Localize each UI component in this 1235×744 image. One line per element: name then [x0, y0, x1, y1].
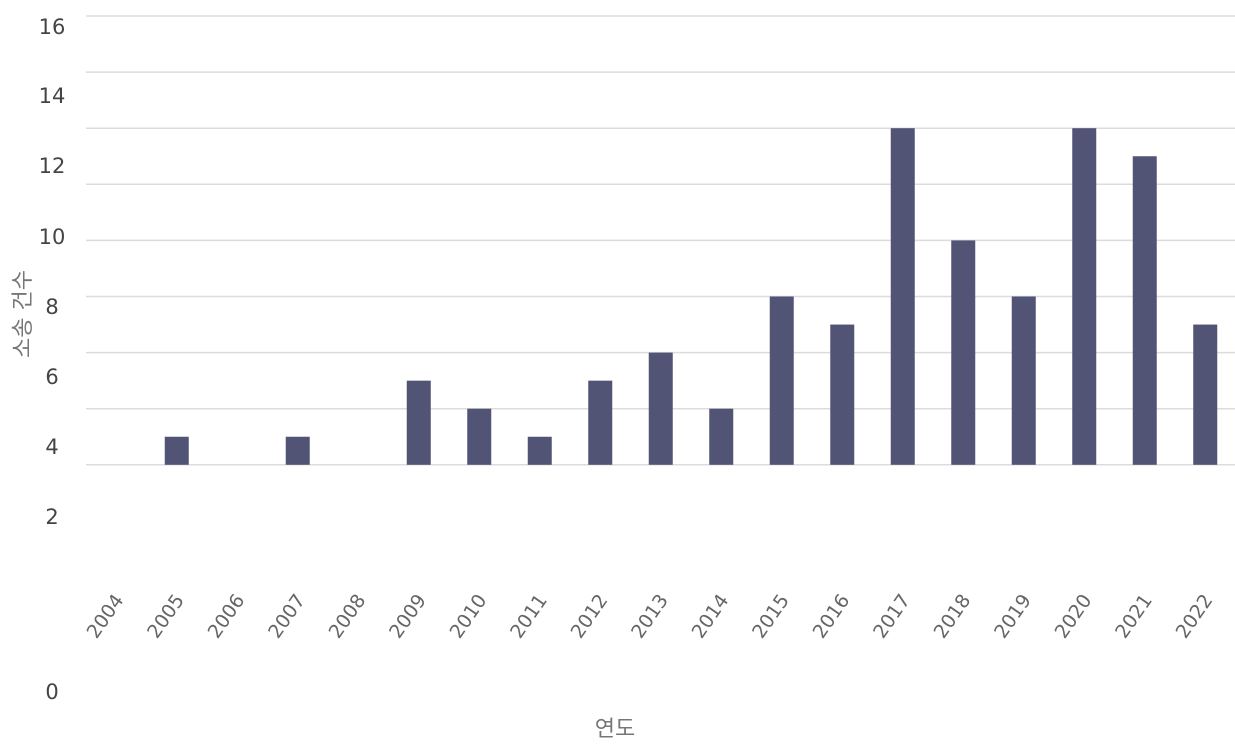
bar	[406, 380, 431, 465]
bar	[648, 352, 673, 465]
x-tick-label: 2014	[688, 590, 734, 642]
x-tick-label: 2009	[385, 590, 431, 642]
bar	[1193, 324, 1218, 465]
x-tick-label: 2004	[83, 590, 129, 642]
x-axis-title: 연도	[595, 717, 635, 742]
y-tick-label: 0	[45, 680, 58, 704]
y-axis-ticks: 16 14 12 10 8 6 4 2 0	[39, 15, 66, 704]
bar	[164, 436, 189, 465]
x-tick-label: 2005	[143, 590, 189, 642]
x-tick-label: 2007	[264, 590, 310, 642]
x-tick-label: 2011	[506, 590, 552, 642]
y-tick-label: 4	[45, 435, 58, 459]
bar	[1011, 296, 1036, 465]
bar	[951, 240, 976, 465]
x-tick-label: 2012	[567, 590, 613, 642]
y-tick-label: 8	[45, 295, 58, 319]
bar	[709, 408, 734, 465]
x-tick-label: 2015	[748, 590, 794, 642]
x-tick-label: 2018	[930, 590, 976, 642]
x-tick-label: 2021	[1111, 590, 1157, 642]
bar	[1072, 128, 1097, 465]
y-tick-label: 2	[45, 505, 58, 529]
y-tick-label: 6	[45, 365, 58, 389]
bar	[285, 436, 310, 465]
y-tick-label: 10	[39, 225, 66, 249]
bar	[588, 380, 613, 465]
y-tick-label: 12	[39, 154, 66, 178]
x-tick-label: 2019	[990, 590, 1036, 642]
bar	[467, 408, 492, 465]
bars	[164, 128, 1218, 465]
x-tick-label: 2017	[869, 590, 915, 642]
bar	[890, 128, 915, 465]
y-tick-label: 16	[39, 15, 66, 39]
x-tick-label: 2006	[204, 590, 250, 642]
x-tick-label: 2020	[1051, 590, 1097, 642]
x-tick-label: 2013	[627, 590, 673, 642]
x-tick-label: 2008	[325, 590, 371, 642]
x-tick-label: 2022	[1172, 590, 1218, 642]
y-axis-title: 소송 건수	[11, 270, 36, 358]
x-tick-label: 2010	[446, 590, 492, 642]
x-tick-label: 2016	[809, 590, 855, 642]
bar	[830, 324, 855, 465]
bar	[1132, 156, 1157, 465]
bar	[769, 296, 794, 465]
x-axis-ticks: 2004 2005 2006 2007 2008 2009 2010 2011 2012 2013…	[83, 590, 1218, 642]
bar	[527, 436, 552, 465]
y-tick-label: 14	[39, 84, 66, 108]
